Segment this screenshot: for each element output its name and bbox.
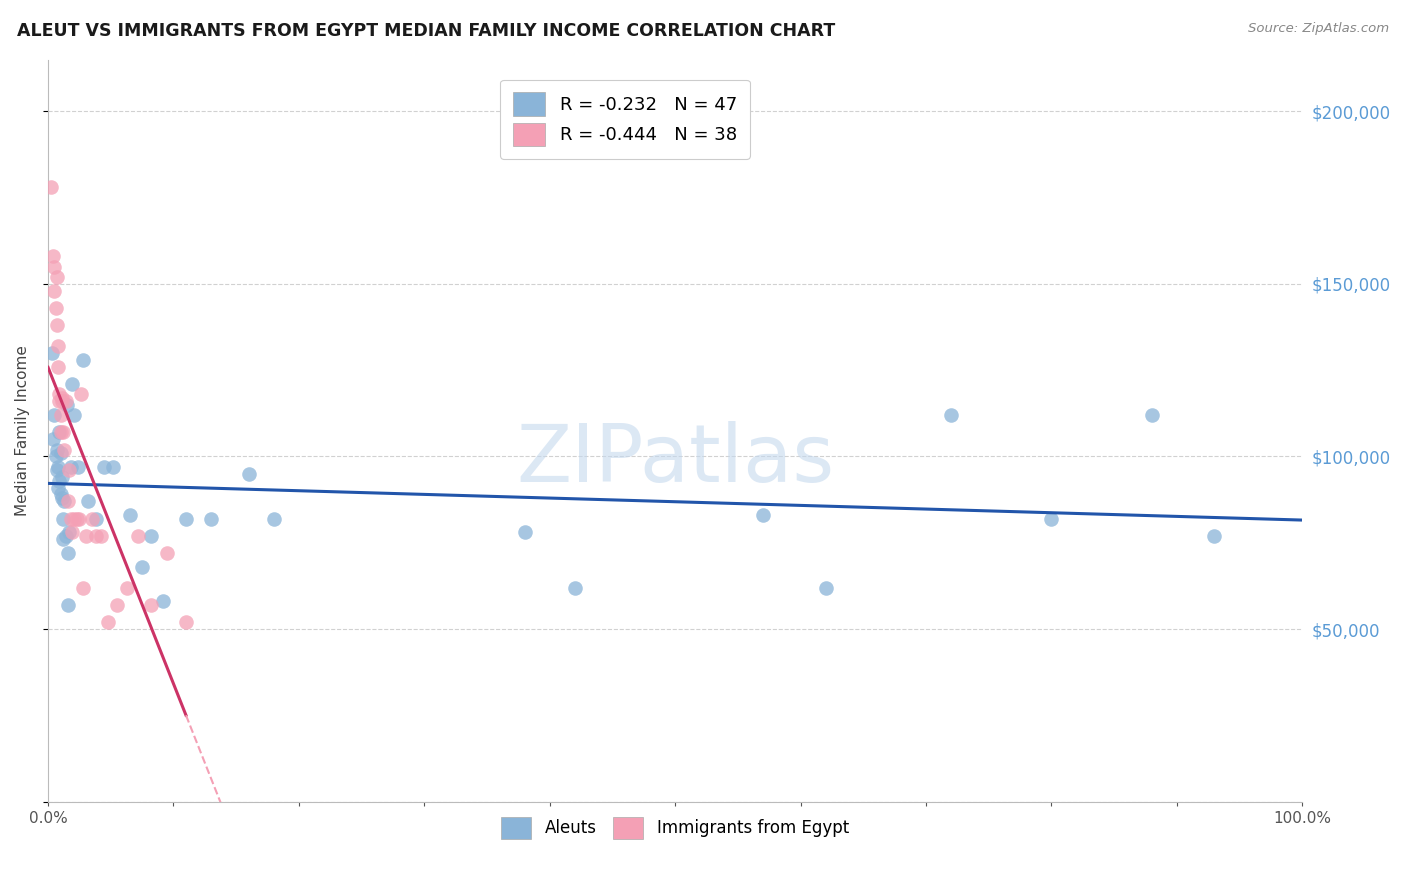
Point [1140,408,1163,422]
Point [59,511,82,525]
Point [131,560,153,574]
Point [63,408,86,422]
Y-axis label: Median Family Income: Median Family Income [15,345,30,516]
Point [56,598,79,612]
Point [75,529,97,543]
Point [52,533,75,547]
Point [44,284,66,298]
Point [46,459,69,474]
Point [49,446,72,460]
Point [39,180,62,194]
Point [51,391,73,405]
Point [45,442,67,457]
Point [105,598,128,612]
Point [60,376,83,391]
Point [1204,529,1226,543]
Point [152,594,174,608]
Point [60,525,83,540]
Point [42,249,65,263]
Point [80,511,103,525]
Point [45,450,67,464]
Point [139,529,162,543]
Point [67,459,90,474]
Point [69,387,91,401]
Point [63,511,86,525]
Point [238,467,260,481]
Point [45,318,67,333]
Point [59,459,82,474]
Point [51,394,73,409]
Point [46,359,69,374]
Point [263,511,285,525]
Point [56,546,79,560]
Point [72,581,94,595]
Point [66,511,89,525]
Text: Source: ZipAtlas.com: Source: ZipAtlas.com [1249,22,1389,36]
Point [48,394,70,409]
Point [118,508,141,523]
Point [1040,511,1063,525]
Point [44,408,66,422]
Point [139,598,162,612]
Point [48,474,70,488]
Legend: Aleuts, Immigrants from Egypt: Aleuts, Immigrants from Egypt [495,811,856,846]
Point [51,491,73,505]
Point [53,494,76,508]
Point [72,352,94,367]
Point [49,487,72,501]
Point [46,481,69,495]
Point [53,442,76,457]
Point [48,387,70,401]
Text: ALEUT VS IMMIGRANTS FROM EGYPT MEDIAN FAMILY INCOME CORRELATION CHART: ALEUT VS IMMIGRANTS FROM EGYPT MEDIAN FA… [17,22,835,40]
Point [49,408,72,422]
Point [90,529,112,543]
Point [55,394,77,409]
Point [45,301,67,315]
Point [45,270,67,285]
Text: ZIPatlas: ZIPatlas [516,421,834,500]
Point [200,511,222,525]
Point [752,508,775,523]
Point [41,346,63,360]
Point [46,339,69,353]
Point [939,408,962,422]
Point [174,615,197,629]
Point [58,463,80,477]
Point [103,459,125,474]
Point [56,398,79,412]
Point [48,425,70,440]
Point [44,260,66,274]
Point [56,494,79,508]
Point [127,529,149,543]
Point [45,463,67,477]
Point [49,425,72,440]
Point [55,529,77,543]
Point [115,581,138,595]
Point [77,494,100,508]
Point [52,511,75,525]
Point [67,511,90,525]
Point [564,581,586,595]
Point [93,459,115,474]
Point [58,525,80,540]
Point [52,425,75,440]
Point [51,470,73,484]
Point [97,615,120,629]
Point [156,546,179,560]
Point [513,525,536,540]
Point [84,529,107,543]
Point [84,511,107,525]
Point [814,581,837,595]
Point [174,511,197,525]
Point [42,432,65,446]
